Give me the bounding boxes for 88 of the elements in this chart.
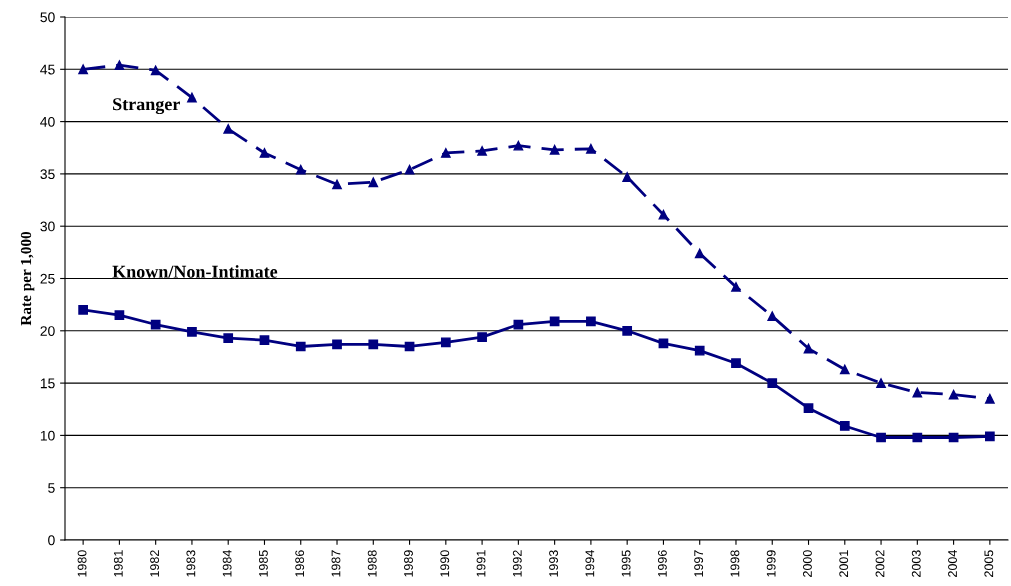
y-axis-title: Rate per 1,000	[20, 231, 35, 326]
point	[912, 432, 923, 443]
y-tick-label: 0	[48, 535, 55, 546]
x-tick-label: 1994	[585, 550, 595, 577]
y-tick-label: 10	[40, 430, 55, 441]
point	[368, 339, 379, 350]
point	[114, 60, 125, 70]
x-tick-label: 1995	[621, 550, 631, 577]
point	[985, 431, 995, 442]
point	[223, 124, 234, 134]
point	[440, 337, 451, 348]
point	[839, 364, 850, 375]
x-tick-label: 1981	[113, 550, 123, 577]
point	[731, 282, 741, 292]
point	[658, 209, 669, 220]
point	[187, 326, 197, 337]
point	[694, 345, 705, 356]
x-tick-label: 1997	[694, 550, 704, 577]
point	[586, 316, 596, 327]
x-tick-label: 1991	[476, 550, 486, 577]
point	[803, 343, 814, 354]
point	[658, 338, 669, 349]
x-tick-label: 1989	[404, 550, 413, 577]
point	[187, 92, 197, 103]
point	[332, 339, 342, 350]
x-tick-label: 1999	[766, 550, 776, 577]
point	[440, 148, 451, 158]
x-tick-label: 2003	[911, 550, 921, 577]
point	[731, 358, 741, 369]
point	[985, 393, 995, 404]
y-tick-label: 25	[40, 273, 55, 284]
point	[876, 378, 886, 388]
point	[767, 378, 778, 388]
series-label: Stranger	[113, 98, 180, 115]
point	[332, 179, 342, 190]
point	[477, 332, 487, 342]
x-tick-label: 1987	[331, 550, 341, 577]
point	[295, 341, 306, 352]
y-tick-label: 15	[40, 378, 55, 389]
x-tick-label: 2002	[875, 550, 885, 577]
y-tick-label: 35	[40, 169, 55, 180]
x-tick-label: 1983	[186, 550, 196, 577]
x-tick-label: 1986	[295, 550, 305, 577]
x-tick-label: 1988	[367, 550, 377, 577]
x-tick-label: 1985	[258, 550, 268, 577]
point	[78, 305, 88, 315]
x-tick-label: 2000	[803, 550, 812, 577]
y-tick-label: 40	[40, 116, 55, 127]
x-tick-label: 2004	[948, 550, 957, 577]
point	[477, 146, 487, 156]
point	[114, 310, 125, 320]
x-tick-label: 1998	[730, 550, 740, 577]
y-tick-label: 50	[40, 12, 55, 23]
x-tick-label: 1980	[77, 550, 87, 577]
point	[767, 311, 778, 322]
point	[803, 403, 814, 414]
point	[78, 64, 88, 75]
point	[694, 248, 705, 259]
point	[223, 333, 234, 343]
point	[150, 65, 161, 76]
x-tick-label: 1984	[222, 550, 232, 577]
y-tick-label: 5	[48, 483, 55, 493]
x-tick-label: 2005	[984, 550, 994, 577]
x-tick-label: 2001	[839, 550, 849, 577]
point	[259, 148, 270, 158]
x-tick-label: 1996	[657, 550, 667, 577]
point	[259, 335, 270, 346]
x-tick-label: 1990	[440, 550, 450, 577]
point	[404, 164, 415, 175]
point	[513, 140, 524, 151]
point	[876, 432, 886, 443]
x-tick-label: 1993	[549, 550, 558, 577]
point	[622, 172, 633, 182]
point	[295, 164, 306, 175]
point	[912, 387, 923, 398]
point	[368, 177, 379, 188]
y-tick-label: 30	[40, 221, 55, 232]
point	[948, 389, 959, 400]
x-tick-label: 1992	[512, 550, 522, 577]
point	[150, 319, 161, 330]
x-tick-label: 1982	[150, 550, 160, 577]
point	[622, 325, 633, 336]
y-tick-label: 45	[40, 64, 55, 75]
y-tick-label: 20	[40, 326, 55, 336]
point	[839, 421, 850, 431]
series-label: Known/Non-Intimate	[112, 265, 278, 278]
point	[549, 144, 560, 155]
point	[586, 143, 596, 154]
